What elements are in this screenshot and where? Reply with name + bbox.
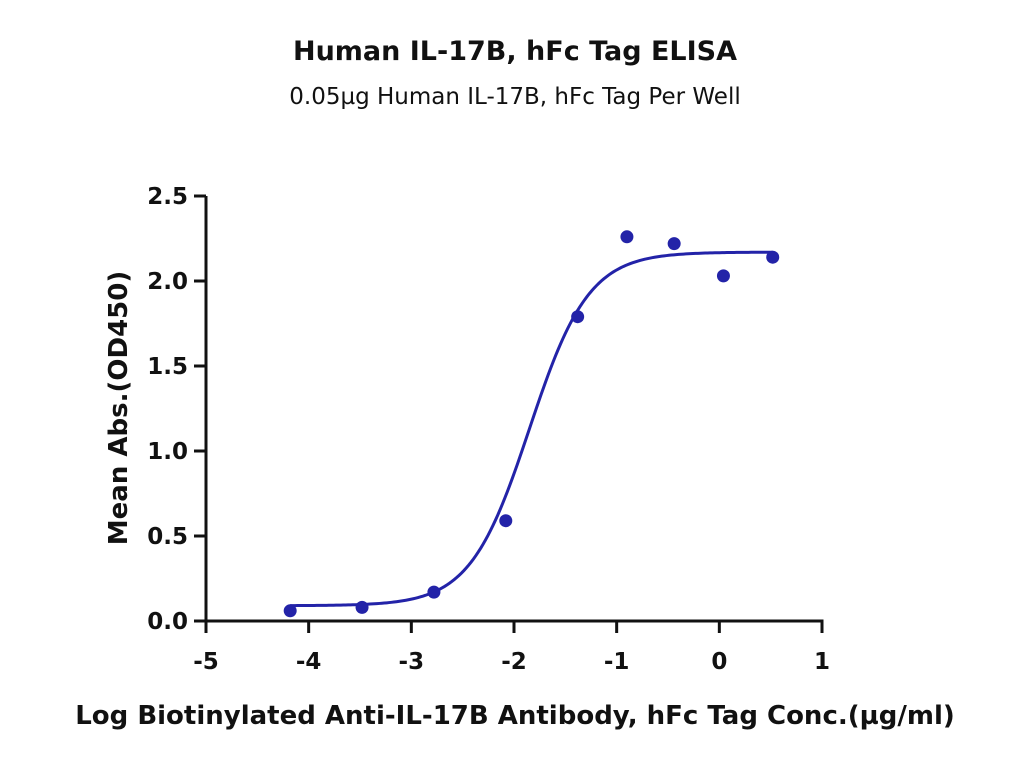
x-tick-label: 1 <box>814 649 830 675</box>
data-point <box>667 237 681 251</box>
data-points <box>283 230 780 618</box>
y-tick-label: 1.0 <box>147 439 188 465</box>
data-point <box>620 230 634 244</box>
y-axis-title: Mean Abs.(OD450) <box>104 271 134 545</box>
data-point <box>283 604 297 618</box>
y-tick-label: 0.5 <box>147 524 188 550</box>
chart-title: Human IL-17B, hFc Tag ELISA <box>292 36 738 67</box>
data-point <box>427 585 441 599</box>
x-tick-label: -4 <box>296 649 322 675</box>
axes: 0.0 0.5 1.0 1.5 2.0 2.5 -5 -4 -3 -2 -1 0 1 <box>147 184 830 675</box>
x-tick-label: -1 <box>604 649 630 675</box>
fit-curve <box>290 250 773 608</box>
y-tick-label: 0.0 <box>147 609 188 635</box>
data-point <box>571 310 585 324</box>
y-tick-label: 2.5 <box>147 184 188 210</box>
x-tick-label: -5 <box>193 649 219 675</box>
y-tick-label: 2.0 <box>147 269 188 295</box>
data-point <box>355 600 369 614</box>
fit-curve-group <box>290 250 773 608</box>
data-point <box>499 514 513 528</box>
x-tick-label: -2 <box>501 649 527 675</box>
data-point <box>716 269 730 283</box>
x-tick-label: -3 <box>399 649 425 675</box>
data-point <box>766 250 780 264</box>
y-tick-label: 1.5 <box>147 354 188 380</box>
x-tick-label: 0 <box>711 649 727 675</box>
x-axis-title: Log Biotinylated Anti-IL-17B Antibody, h… <box>75 701 955 731</box>
chart-subtitle: 0.05µg Human IL-17B, hFc Tag Per Well <box>289 84 741 110</box>
